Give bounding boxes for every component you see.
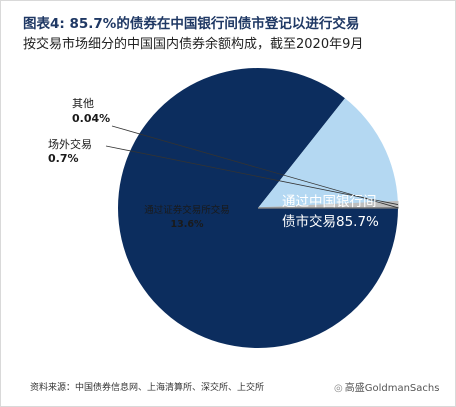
wechat-icon: ◎ [334, 383, 343, 394]
slice-labels: 通过中国银行间债市交易85.7% 通过证券交易所交易 13.6% 场外交易 0.7% 其他… [48, 97, 379, 230]
watermark: ◎ 高盛GoldmanSachs [332, 379, 442, 394]
chart-subtitle: 按交易市场细分的中国国内债券余额构成，截至2020年9月 [23, 37, 364, 52]
watermark-text: 高盛GoldmanSachs [344, 383, 440, 394]
source-note: 资料来源：中国债券信息网、上海清算所、深交所、上交所 [30, 383, 265, 393]
chart-title: 图表4: 85.7%的债券在中国银行间债市登记以进行交易 [23, 16, 360, 32]
leader-line-3 [111, 125, 399, 209]
slice-label-2: 场外交易 0.7% [48, 137, 92, 165]
slice-label-1: 通过证券交易所交易 13.6% [144, 204, 230, 230]
leader-line-2 [105, 145, 399, 205]
pie-slice-1 [258, 98, 398, 208]
slice-label-0: 通过中国银行间债市交易85.7% [282, 194, 379, 230]
slice-label-3: 其他 0.04% [72, 97, 110, 125]
leader-lines [105, 125, 399, 209]
